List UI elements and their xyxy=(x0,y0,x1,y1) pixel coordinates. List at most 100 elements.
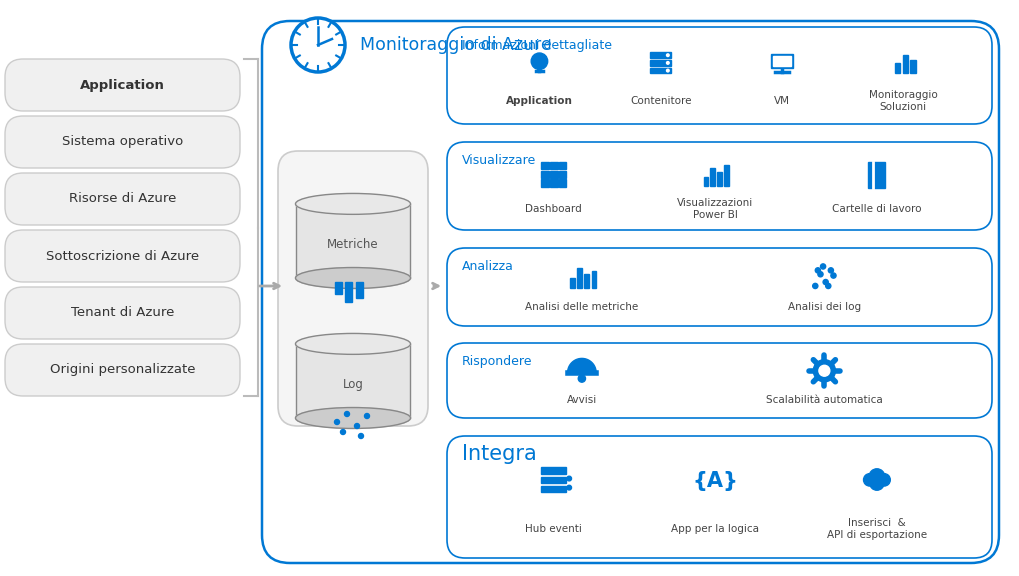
Bar xyxy=(541,476,566,483)
FancyBboxPatch shape xyxy=(278,151,428,426)
Text: Application: Application xyxy=(81,78,165,92)
Circle shape xyxy=(291,18,345,72)
Circle shape xyxy=(813,283,818,289)
Bar xyxy=(550,179,557,187)
Text: Application: Application xyxy=(506,96,573,106)
Text: Scalabilità automatica: Scalabilità automatica xyxy=(766,395,882,405)
Circle shape xyxy=(863,473,876,486)
Text: {A}: {A} xyxy=(692,471,738,491)
Circle shape xyxy=(869,469,884,484)
Bar xyxy=(345,282,353,302)
Bar xyxy=(550,162,557,169)
Bar xyxy=(541,162,549,169)
Text: Tenant di Azure: Tenant di Azure xyxy=(70,306,174,320)
Text: Integra: Integra xyxy=(462,444,537,464)
FancyBboxPatch shape xyxy=(447,248,993,326)
Bar xyxy=(710,168,715,185)
Bar xyxy=(868,161,886,188)
Bar xyxy=(723,165,729,185)
FancyBboxPatch shape xyxy=(5,116,240,168)
Bar xyxy=(703,177,708,185)
Bar xyxy=(356,282,363,298)
Text: Monitoraggio
Soluzioni: Monitoraggio Soluzioni xyxy=(869,90,937,112)
Bar xyxy=(541,179,549,187)
FancyBboxPatch shape xyxy=(447,27,993,124)
Text: Metriche: Metriche xyxy=(327,238,379,251)
Ellipse shape xyxy=(296,408,411,429)
Text: Visualizzazioni
Power BI: Visualizzazioni Power BI xyxy=(677,198,753,219)
Bar xyxy=(585,274,589,288)
Text: Sistema operativo: Sistema operativo xyxy=(62,135,183,149)
Bar xyxy=(717,172,722,185)
Bar xyxy=(771,54,793,68)
Circle shape xyxy=(334,419,339,425)
Circle shape xyxy=(818,272,823,277)
Circle shape xyxy=(567,486,572,490)
Text: Cartelle di lavoro: Cartelle di lavoro xyxy=(833,204,921,214)
Circle shape xyxy=(355,423,360,429)
Circle shape xyxy=(666,62,669,64)
Text: Sottoscrizione di Azure: Sottoscrizione di Azure xyxy=(46,249,199,263)
Text: Rispondere: Rispondere xyxy=(462,354,533,367)
Text: Dashboard: Dashboard xyxy=(525,204,582,214)
FancyBboxPatch shape xyxy=(262,21,999,563)
Text: Analisi delle metriche: Analisi delle metriche xyxy=(525,302,639,312)
Bar xyxy=(910,59,916,73)
Circle shape xyxy=(365,414,370,419)
Circle shape xyxy=(578,375,586,382)
Circle shape xyxy=(531,53,547,70)
Circle shape xyxy=(340,430,345,434)
Circle shape xyxy=(877,473,891,486)
FancyBboxPatch shape xyxy=(447,436,993,558)
Bar xyxy=(650,52,672,58)
Circle shape xyxy=(828,268,834,273)
Polygon shape xyxy=(568,358,596,373)
Circle shape xyxy=(359,434,364,438)
Ellipse shape xyxy=(296,194,411,214)
Bar xyxy=(541,170,549,178)
Text: Hub eventi: Hub eventi xyxy=(525,524,582,534)
FancyBboxPatch shape xyxy=(5,230,240,282)
Circle shape xyxy=(870,476,884,490)
Bar xyxy=(541,486,566,492)
Bar xyxy=(558,179,567,187)
Bar xyxy=(650,67,672,73)
Text: Inserisci  &
API di esportazione: Inserisci & API di esportazione xyxy=(826,518,927,540)
Bar xyxy=(650,60,672,66)
Circle shape xyxy=(819,365,829,376)
Bar xyxy=(903,55,908,73)
Circle shape xyxy=(823,279,828,285)
Text: Analisi dei log: Analisi dei log xyxy=(788,302,861,312)
Bar xyxy=(550,170,557,178)
Bar xyxy=(773,56,791,66)
Text: Informazioni dettagliate: Informazioni dettagliate xyxy=(462,39,612,51)
Circle shape xyxy=(820,264,825,269)
Circle shape xyxy=(830,273,836,278)
Text: Contenitore: Contenitore xyxy=(630,96,692,106)
Bar xyxy=(541,468,566,474)
Bar xyxy=(296,344,411,418)
FancyBboxPatch shape xyxy=(447,343,993,418)
Circle shape xyxy=(813,359,836,382)
Ellipse shape xyxy=(296,267,411,289)
Bar xyxy=(578,268,582,288)
Bar xyxy=(571,278,575,288)
FancyBboxPatch shape xyxy=(5,344,240,396)
Bar xyxy=(335,282,342,294)
Text: Visualizzare: Visualizzare xyxy=(462,153,536,166)
Bar xyxy=(592,271,596,288)
Text: VM: VM xyxy=(774,96,790,106)
Text: Monitoraggio di Azure: Monitoraggio di Azure xyxy=(360,36,551,54)
FancyBboxPatch shape xyxy=(5,173,240,225)
Text: Log: Log xyxy=(342,378,364,391)
Ellipse shape xyxy=(296,334,411,354)
Circle shape xyxy=(825,283,830,289)
Circle shape xyxy=(567,476,572,481)
FancyBboxPatch shape xyxy=(5,287,240,339)
Bar xyxy=(895,63,901,73)
Bar xyxy=(296,204,411,278)
Text: Risorse di Azure: Risorse di Azure xyxy=(69,192,176,206)
FancyBboxPatch shape xyxy=(447,142,993,230)
Circle shape xyxy=(666,69,669,72)
Bar xyxy=(558,170,567,178)
